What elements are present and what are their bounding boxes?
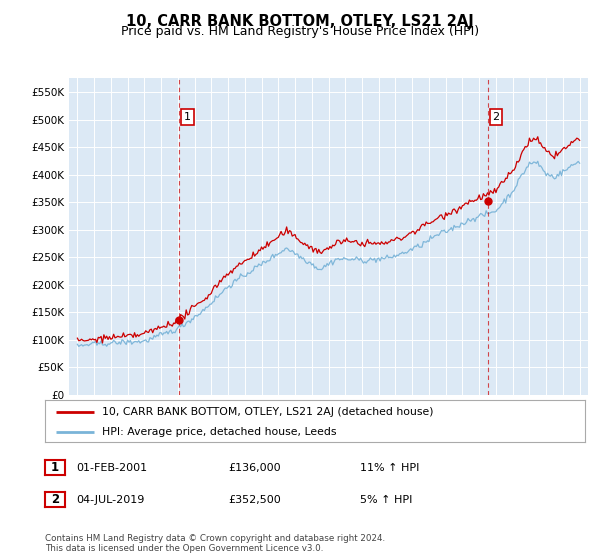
Text: 10, CARR BANK BOTTOM, OTLEY, LS21 2AJ (detached house): 10, CARR BANK BOTTOM, OTLEY, LS21 2AJ (d… (101, 407, 433, 417)
Text: £136,000: £136,000 (228, 463, 281, 473)
Text: 01-FEB-2001: 01-FEB-2001 (76, 463, 148, 473)
Text: 11% ↑ HPI: 11% ↑ HPI (360, 463, 419, 473)
Text: £352,500: £352,500 (228, 494, 281, 505)
Text: Price paid vs. HM Land Registry's House Price Index (HPI): Price paid vs. HM Land Registry's House … (121, 25, 479, 38)
Text: Contains HM Land Registry data © Crown copyright and database right 2024.
This d: Contains HM Land Registry data © Crown c… (45, 534, 385, 553)
Text: 04-JUL-2019: 04-JUL-2019 (76, 494, 145, 505)
Text: 2: 2 (51, 493, 59, 506)
Text: 1: 1 (184, 112, 191, 122)
Text: 2: 2 (493, 112, 500, 122)
Text: HPI: Average price, detached house, Leeds: HPI: Average price, detached house, Leed… (101, 427, 336, 437)
Text: 10, CARR BANK BOTTOM, OTLEY, LS21 2AJ: 10, CARR BANK BOTTOM, OTLEY, LS21 2AJ (126, 14, 474, 29)
Text: 1: 1 (51, 461, 59, 474)
Text: 5% ↑ HPI: 5% ↑ HPI (360, 494, 412, 505)
